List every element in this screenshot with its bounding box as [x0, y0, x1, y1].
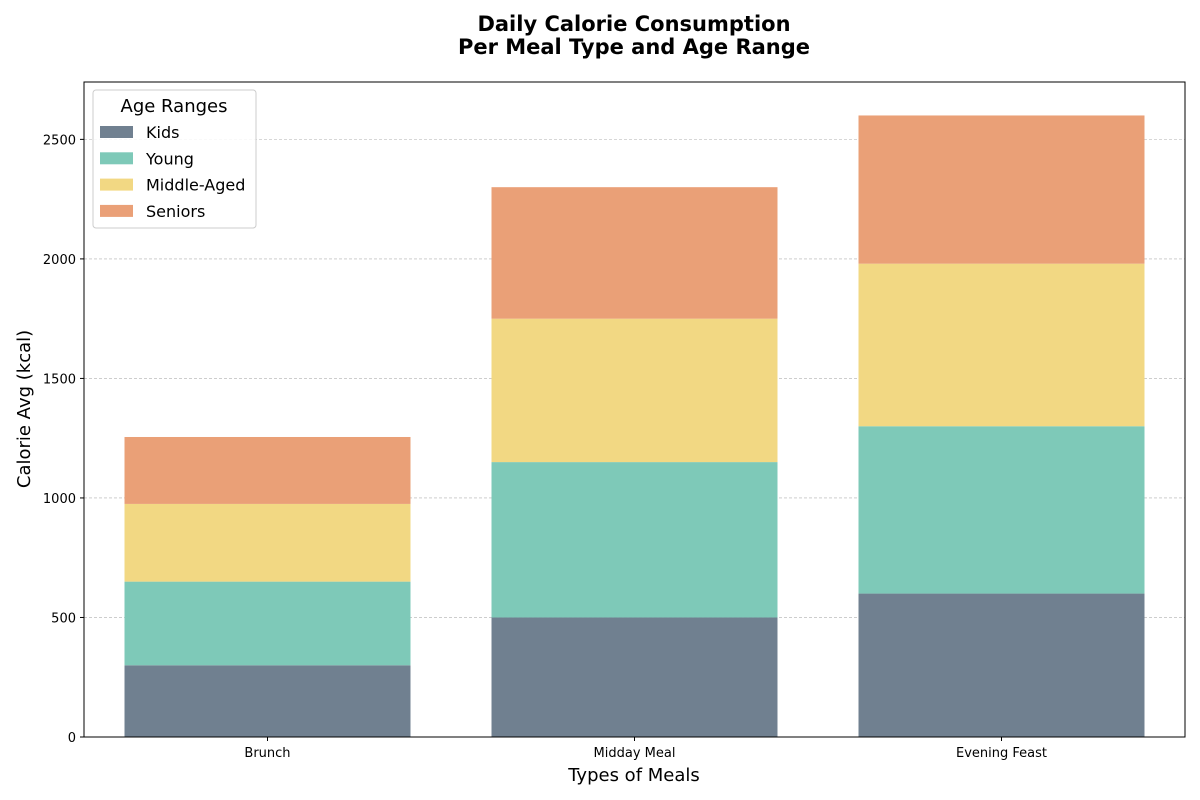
legend-swatch-seniors	[100, 204, 133, 217]
legend-swatch-kids	[100, 126, 133, 138]
bar-brunch-middle-aged	[124, 503, 411, 582]
bar-evening-feast-seniors	[858, 115, 1145, 264]
y-tick-label: 1500	[43, 372, 76, 387]
bar-evening-feast-middle-aged	[858, 263, 1145, 427]
legend-title: Age Ranges	[121, 96, 228, 117]
bar-midday-meal-kids	[491, 617, 778, 737]
bar-midday-meal-seniors	[491, 187, 778, 319]
legend-swatch-young	[100, 152, 133, 165]
bar-brunch-seniors	[124, 436, 411, 504]
chart-title: Daily Calorie Consumption	[477, 12, 790, 36]
x-tick-label: Brunch	[244, 746, 290, 761]
y-tick-label: 500	[51, 611, 76, 626]
x-axis-ticks: Brunch Midday Meal Evening Feast	[244, 737, 1047, 761]
x-axis-label: Types of Meals	[567, 765, 700, 786]
x-tick-label: Midday Meal	[594, 746, 676, 761]
y-axis-ticks: 0 500 1000 1500 2000 2500	[43, 133, 84, 746]
bar-evening-feast-young	[858, 426, 1145, 594]
bar-brunch-young	[124, 581, 411, 666]
y-tick-label: 1000	[43, 492, 76, 507]
chart-subtitle: Per Meal Type and Age Range	[458, 35, 810, 59]
legend-items: Kids Young Middle-Aged Seniors	[100, 123, 245, 221]
legend-label-kids: Kids	[146, 123, 179, 142]
bars	[124, 115, 1145, 737]
legend-label-young: Young	[145, 149, 194, 168]
legend-swatch-middle-aged	[100, 178, 133, 191]
bar-midday-meal-young	[491, 462, 778, 618]
y-axis-label: Calorie Avg (kcal)	[14, 330, 35, 488]
bar-evening-feast-kids	[858, 593, 1145, 737]
legend-frame	[92, 89, 257, 229]
bar-brunch-kids	[124, 665, 411, 737]
legend: Age Ranges Kids Young Middle-Aged Seniors	[92, 89, 257, 229]
y-tick-label: 2000	[43, 253, 76, 268]
y-tick-label: 0	[68, 731, 76, 746]
y-tick-label: 2500	[43, 133, 76, 148]
bar-midday-meal-middle-aged	[491, 318, 778, 463]
legend-label-seniors: Seniors	[146, 202, 205, 221]
legend-label-middle-aged: Middle-Aged	[146, 176, 245, 195]
x-tick-label: Evening Feast	[956, 746, 1047, 761]
